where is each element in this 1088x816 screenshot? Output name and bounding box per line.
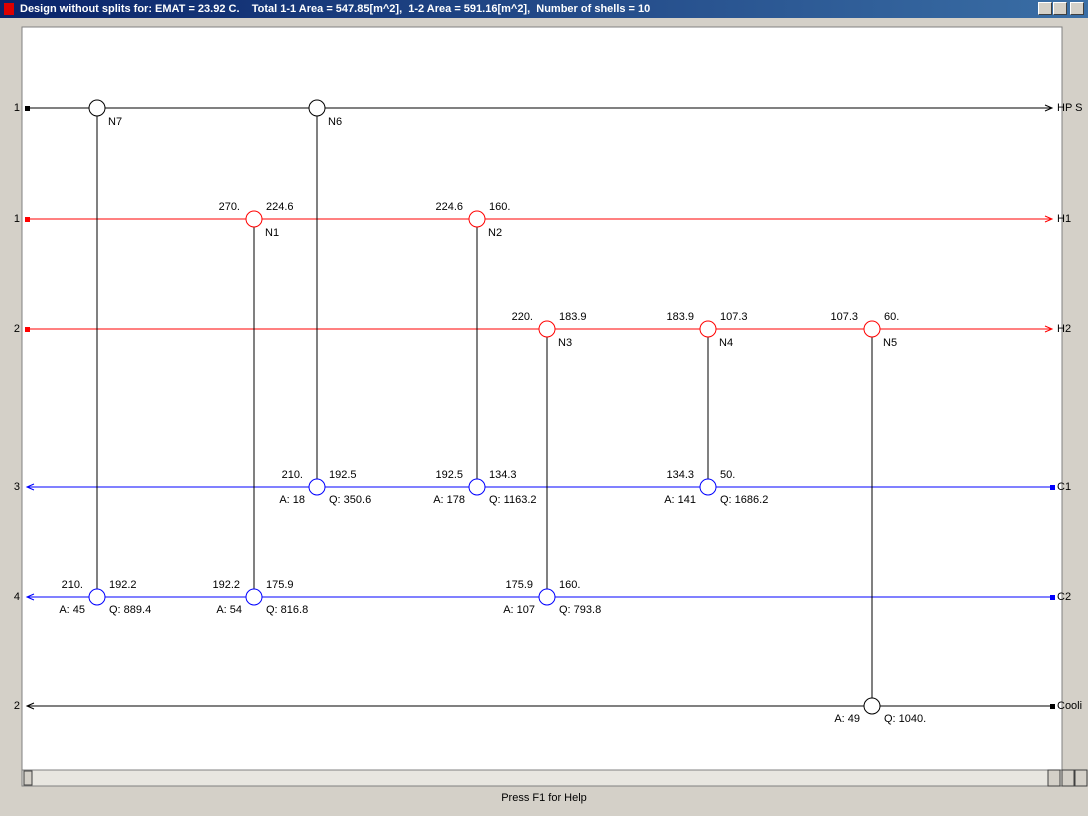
- node-label: N7: [108, 116, 122, 128]
- duty-label: Q: 816.8: [266, 604, 308, 616]
- duty-label: Q: 793.8: [559, 604, 601, 616]
- duty-label: Q: 889.4: [109, 604, 151, 616]
- node-label: N5: [883, 337, 897, 349]
- hot-node: [308, 99, 326, 117]
- temperature: 183.9: [559, 311, 587, 323]
- node-label: N6: [328, 116, 342, 128]
- hot-node: [468, 210, 486, 228]
- maximize-button[interactable]: [1053, 2, 1067, 15]
- duty-label: Q: 1686.2: [720, 494, 768, 506]
- area-label: A: 45: [59, 604, 85, 616]
- hot-node: [699, 320, 717, 338]
- hot-node: [245, 210, 263, 228]
- stream-name: C1: [1057, 481, 1071, 493]
- scroll-left-arrow[interactable]: [1061, 769, 1075, 787]
- temperature: 224.6: [266, 201, 294, 213]
- temperature: 210.: [282, 469, 303, 481]
- stream-name: HP S: [1057, 102, 1082, 114]
- cold-node: [88, 588, 106, 606]
- stream-source: [1050, 595, 1055, 600]
- app-icon: [4, 3, 14, 15]
- temperature: 210.: [62, 579, 83, 591]
- area-label: A: 178: [433, 494, 465, 506]
- node-label: N3: [558, 337, 572, 349]
- stream-arrow: [25, 593, 35, 601]
- stream-name: H2: [1057, 323, 1071, 335]
- temperature: 192.5: [435, 469, 463, 481]
- status-bar: Press F1 for Help: [501, 792, 587, 804]
- cold-node: [308, 478, 326, 496]
- temperature: 134.3: [489, 469, 517, 481]
- stream-arrow: [1044, 325, 1054, 333]
- stream-number: 1: [14, 213, 20, 225]
- scroll-thumb[interactable]: [23, 770, 33, 786]
- cold-node: [699, 478, 717, 496]
- cold-node: [863, 697, 881, 715]
- temperature: 107.3: [830, 311, 858, 323]
- node-label: N4: [719, 337, 733, 349]
- stream-source: [25, 327, 30, 332]
- temperature: 50.: [720, 469, 735, 481]
- stream-number: 2: [14, 323, 20, 335]
- stream-name: H1: [1057, 213, 1071, 225]
- cold-node: [468, 478, 486, 496]
- duty-label: Q: 350.6: [329, 494, 371, 506]
- area-label: A: 107: [503, 604, 535, 616]
- area-label: A: 18: [279, 494, 305, 506]
- area-label: A: 141: [664, 494, 696, 506]
- drawing-area: [21, 26, 1063, 771]
- stream-number: 3: [14, 481, 20, 493]
- temperature: 60.: [884, 311, 899, 323]
- temperature: 192.2: [212, 579, 240, 591]
- stream-source: [1050, 704, 1055, 709]
- temperature: 160.: [559, 579, 580, 591]
- node-label: N1: [265, 227, 279, 239]
- scroll-left-button[interactable]: [1047, 769, 1061, 787]
- hot-node: [88, 99, 106, 117]
- network-canvas: 1 HP S 1 H1 2 H2 3 C1 4 C2 2 Cooli N7 210. 192.2 A: 45 Q…: [14, 26, 1088, 787]
- minimize-button[interactable]: [1038, 2, 1052, 15]
- stream-name: C2: [1057, 591, 1071, 603]
- temperature: 160.: [489, 201, 510, 213]
- area-label: A: 54: [216, 604, 242, 616]
- stream-source: [25, 217, 30, 222]
- title-bar: Design without splits for: EMAT = 23.92 …: [0, 0, 1088, 18]
- stream-arrow: [25, 702, 35, 710]
- stream-arrow: [25, 483, 35, 491]
- node-label: N2: [488, 227, 502, 239]
- temperature: 183.9: [666, 311, 694, 323]
- stream-number: 2: [14, 700, 20, 712]
- hot-node: [863, 320, 881, 338]
- cold-node: [245, 588, 263, 606]
- stream-number: 1: [14, 102, 20, 114]
- stream-arrow: [1044, 215, 1054, 223]
- stream-name: Cooli: [1057, 700, 1082, 712]
- temperature: 270.: [219, 201, 240, 213]
- stream-arrow: [1044, 104, 1054, 112]
- stream-number: 4: [14, 591, 20, 603]
- cold-node: [538, 588, 556, 606]
- temperature: 192.5: [329, 469, 357, 481]
- close-button[interactable]: [1070, 2, 1084, 15]
- window-title: Design without splits for: EMAT = 23.92 …: [20, 3, 651, 15]
- duty-label: Q: 1040.: [884, 713, 926, 725]
- temperature: 224.6: [435, 201, 463, 213]
- horizontal-scrollbar[interactable]: [21, 769, 1063, 787]
- scroll-right-arrow[interactable]: [1074, 769, 1088, 787]
- stream-source: [1050, 485, 1055, 490]
- temperature: 107.3: [720, 311, 748, 323]
- area-label: A: 49: [834, 713, 860, 725]
- duty-label: Q: 1163.2: [489, 494, 537, 506]
- temperature: 175.9: [266, 579, 294, 591]
- temperature: 220.: [512, 311, 533, 323]
- hot-node: [538, 320, 556, 338]
- temperature: 175.9: [505, 579, 533, 591]
- stream-source: [25, 106, 30, 111]
- temperature: 192.2: [109, 579, 137, 591]
- temperature: 134.3: [666, 469, 694, 481]
